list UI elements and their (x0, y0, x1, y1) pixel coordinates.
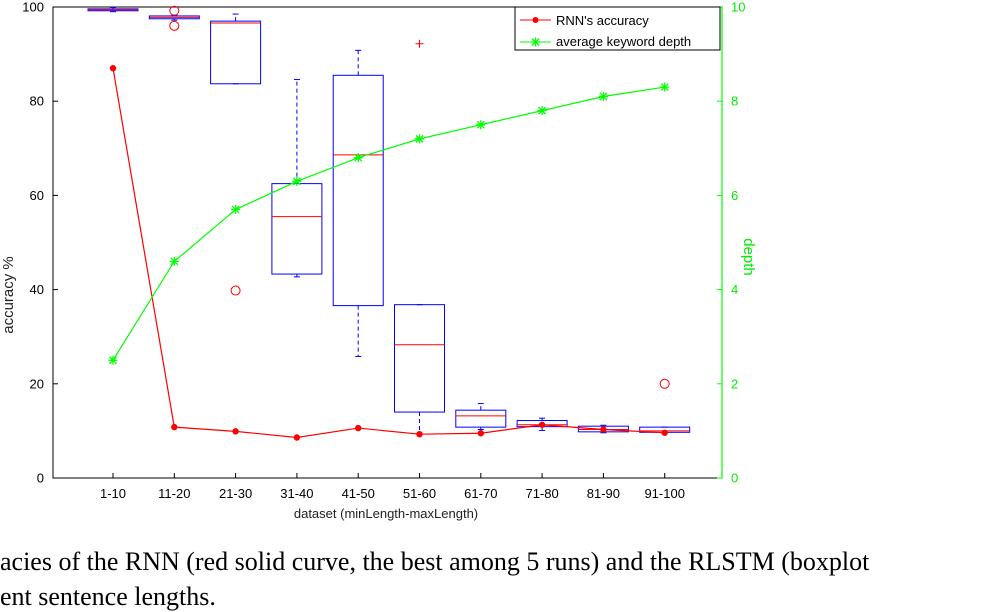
x-tick-label: 41-50 (342, 486, 375, 501)
data-point (171, 423, 178, 431)
boxplot-51-60 (394, 39, 445, 434)
axis-ticks: 0 20 40 60 80 100 0 2 4 6 8 10 1-10 11-20 21-30 31-40 41… (22, 0, 745, 501)
box (394, 304, 445, 413)
plot-border (52, 6, 723, 479)
boxplot-31-40 (271, 79, 323, 278)
data-point (660, 82, 670, 92)
data-point (169, 256, 179, 266)
y-tick-label-left: 20 (30, 376, 44, 391)
outlier-marker (169, 20, 180, 31)
data-point (292, 176, 302, 186)
legend-label-rnn: RNN's accuracy (556, 13, 649, 28)
y-tick-label-right: 0 (731, 471, 738, 486)
x-tick-label: 81-90 (587, 486, 620, 501)
x-tick-label: 91-100 (644, 486, 684, 501)
plot-area (52, 6, 723, 479)
data-point (232, 428, 239, 435)
boxplot-91-100 (639, 378, 691, 434)
outlier-marker (230, 285, 241, 296)
x-tick-label: 11-20 (158, 486, 190, 501)
boxplot-41-50 (332, 49, 384, 357)
data-point (415, 134, 424, 144)
data-point (476, 120, 486, 130)
y-tick-label-right: 8 (731, 94, 738, 109)
data-point (293, 434, 301, 441)
x-tick-label: 71-80 (525, 486, 558, 501)
data-point (231, 205, 241, 215)
y-axis-label-left: accuracy % (0, 256, 17, 334)
box (271, 183, 323, 275)
x-axis-label: dataset (minLength-maxLength) (294, 506, 478, 521)
boxplot-11-20 (148, 5, 200, 31)
legend-box (514, 6, 721, 51)
data-point (355, 424, 362, 432)
box (210, 20, 262, 85)
y-axis-label-right: depth (740, 238, 757, 276)
x-tick-label: 51-60 (403, 486, 436, 501)
box (455, 409, 507, 428)
x-tick-label: 61-70 (464, 486, 497, 501)
legend: RNN's accuracy average keyword depth (514, 6, 721, 51)
outlier-marker (659, 378, 670, 389)
caption-line-2: ent sentence lengths. (0, 582, 216, 611)
data-point (109, 65, 117, 72)
caption-line-1: acies of the RNN (red solid curve, the b… (0, 547, 870, 576)
series-rnn (109, 65, 668, 441)
data-point (600, 426, 607, 433)
data-point (661, 429, 668, 436)
x-tick-label: 31-40 (280, 486, 313, 501)
box (332, 74, 384, 307)
y-tick-label-right: 2 (731, 376, 738, 391)
y-tick-label-left: 0 (37, 471, 44, 486)
series-line (112, 86, 665, 361)
boxplot-1-10 (87, 6, 139, 13)
y-tick-label-left: 40 (30, 282, 44, 297)
line-series (108, 65, 670, 441)
x-tick-label: 1-10 (100, 486, 126, 501)
boxplot-21-30 (210, 13, 262, 296)
data-point (537, 106, 547, 116)
legend-marker-depth (531, 37, 540, 47)
x-tick-label: 21-30 (219, 486, 252, 501)
series-line (112, 68, 665, 439)
data-point (416, 430, 423, 438)
y-tick-label-left: 60 (30, 188, 44, 203)
data-point (598, 91, 608, 101)
y-tick-label-left: 100 (22, 0, 44, 15)
y-tick-label-right: 4 (731, 282, 738, 297)
boxplots (87, 5, 691, 434)
boxplot-61-70 (455, 403, 507, 430)
series-depth (108, 82, 670, 365)
y-tick-label-right: 6 (731, 188, 738, 203)
data-point (108, 355, 118, 365)
outlier-marker (169, 5, 180, 16)
legend-label-depth: average keyword depth (556, 34, 691, 49)
y-tick-label-right: 10 (731, 0, 745, 15)
legend-marker-rnn (532, 17, 539, 23)
y-tick-label-left: 80 (30, 94, 44, 109)
data-point (538, 421, 546, 428)
data-point (353, 153, 363, 163)
outlier-marker (415, 39, 424, 48)
data-point (477, 430, 484, 437)
